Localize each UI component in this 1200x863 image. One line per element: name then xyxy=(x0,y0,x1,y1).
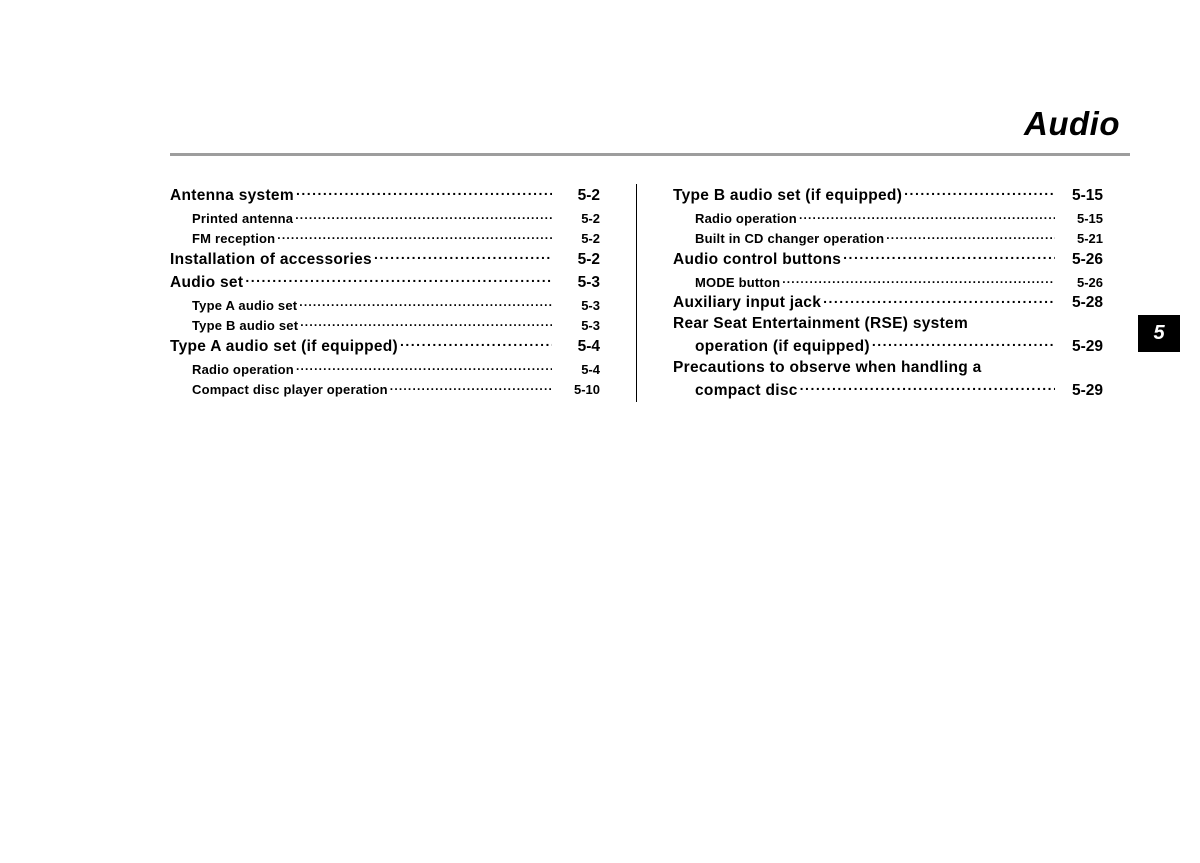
toc-entry: Radio operation 5-15 xyxy=(673,207,1103,228)
toc-entry-label: MODE button xyxy=(695,274,780,292)
toc-leader xyxy=(293,207,552,223)
toc-entry: Radio operation 5-4 xyxy=(170,358,600,379)
toc-entry-page: 5-15 xyxy=(1055,210,1103,228)
toc-entry-label: Type B audio set xyxy=(192,317,298,335)
toc-entry: Antenna system 5-2 xyxy=(170,184,600,207)
toc-left-column: Antenna system5-2Printed antenna5-2FM re… xyxy=(170,184,600,402)
toc-entry: Built in CD changer operation 5-21 xyxy=(673,227,1103,248)
toc-entry-label: Radio operation xyxy=(695,210,797,228)
toc-entry-label: Antenna system xyxy=(170,186,294,207)
toc-entry-label: Type A audio set xyxy=(192,297,297,315)
toc-leader xyxy=(388,378,552,394)
toc-entry: Type B audio set (if equipped) 5-15 xyxy=(673,184,1103,207)
toc-entry-label: Installation of accessories xyxy=(170,250,372,271)
toc-entry-label: operation (if equipped) xyxy=(673,337,870,358)
toc-entry-label: Compact disc player operation xyxy=(192,381,388,399)
toc-entry-page: 5-28 xyxy=(1055,293,1103,314)
column-divider xyxy=(636,184,637,402)
toc-entry: Printed antenna 5-2 xyxy=(170,207,600,228)
toc-entry-page: 5-2 xyxy=(552,250,600,271)
toc-entry-page: 5-29 xyxy=(1055,337,1103,358)
toc-entry-label: Radio operation xyxy=(192,361,294,379)
chapter-tab-number: 5 xyxy=(1153,322,1164,345)
toc-entry: Compact disc player operation 5-10 xyxy=(170,378,600,399)
toc-entry: Auxiliary input jack 5-28 xyxy=(673,291,1103,314)
toc-entry-page: 5-3 xyxy=(552,273,600,294)
toc-entry: Rear Seat Entertainment (RSE) system xyxy=(673,314,1103,335)
toc-entry: Audio control buttons 5-26 xyxy=(673,248,1103,271)
toc-leader xyxy=(294,184,552,200)
toc-entry: Type B audio set 5-3 xyxy=(170,314,600,335)
toc-entry-label: Rear Seat Entertainment (RSE) system xyxy=(673,314,968,335)
toc-entry-label: Auxiliary input jack xyxy=(673,293,821,314)
toc-entry-label: Type B audio set (if equipped) xyxy=(673,186,902,207)
toc-leader xyxy=(275,227,552,243)
toc-entry-page: 5-29 xyxy=(1055,381,1103,402)
toc-entry-label: Audio set xyxy=(170,273,243,294)
toc-leader xyxy=(294,358,552,374)
toc-leader xyxy=(902,184,1055,200)
toc-entry-page: 5-2 xyxy=(552,210,600,228)
toc-entry: operation (if equipped) 5-29 xyxy=(673,335,1103,358)
toc-entry-label: compact disc xyxy=(673,381,798,402)
toc-entry-page: 5-26 xyxy=(1055,250,1103,271)
toc-leader xyxy=(821,291,1055,307)
toc-leader xyxy=(797,207,1055,223)
horizontal-rule xyxy=(170,153,1130,156)
toc-entry: compact disc 5-29 xyxy=(673,379,1103,402)
chapter-title: Audio xyxy=(170,105,1120,143)
toc-leader xyxy=(841,248,1055,264)
chapter-tab: 5 xyxy=(1138,315,1180,352)
toc-entry: Audio set 5-3 xyxy=(170,271,600,294)
toc-entry-label: FM reception xyxy=(192,230,275,248)
toc-leader xyxy=(372,248,552,264)
toc-entry-page: 5-15 xyxy=(1055,186,1103,207)
toc-entry-label: Audio control buttons xyxy=(673,250,841,271)
toc-entry-page: 5-2 xyxy=(552,186,600,207)
toc-entry-page: 5-21 xyxy=(1055,230,1103,248)
toc-entry: Precautions to observe when handling a xyxy=(673,358,1103,379)
toc-entry-label: Printed antenna xyxy=(192,210,293,228)
toc-entry-page: 5-26 xyxy=(1055,274,1103,292)
toc-leader xyxy=(298,314,552,330)
toc-entry-label: Built in CD changer operation xyxy=(695,230,884,248)
toc-leader xyxy=(297,294,552,310)
toc-leader xyxy=(798,379,1055,395)
toc-page: Audio Antenna system 5-2 Printed antenna 5-… xyxy=(0,0,1200,863)
toc-entry-page: 5-3 xyxy=(552,297,600,315)
toc-entry-page: 5-2 xyxy=(552,230,600,248)
toc-leader xyxy=(398,335,552,351)
toc-entry-page: 5-4 xyxy=(552,337,600,358)
toc-entry-label: Type A audio set (if equipped) xyxy=(170,337,398,358)
toc-entry: Installation of accessories 5-2 xyxy=(170,248,600,271)
toc-entry-label: Precautions to observe when handling a xyxy=(673,358,982,379)
toc-entry: Type A audio set (if equipped) 5-4 xyxy=(170,335,600,358)
toc-leader xyxy=(780,271,1055,287)
toc-entry: MODE button 5-26 xyxy=(673,271,1103,292)
toc-right-column: Type B audio set (if equipped)5-15Radio … xyxy=(673,184,1103,402)
toc-entry-page: 5-10 xyxy=(552,381,600,399)
toc-leader xyxy=(243,271,552,287)
toc-columns: Antenna system5-2Printed antenna5-2FM re… xyxy=(170,184,1130,402)
toc-entry: FM reception 5-2 xyxy=(170,227,600,248)
toc-leader xyxy=(870,335,1055,351)
toc-entry-page: 5-4 xyxy=(552,361,600,379)
toc-leader xyxy=(884,227,1055,243)
toc-entry-page: 5-3 xyxy=(552,317,600,335)
toc-entry: Type A audio set 5-3 xyxy=(170,294,600,315)
